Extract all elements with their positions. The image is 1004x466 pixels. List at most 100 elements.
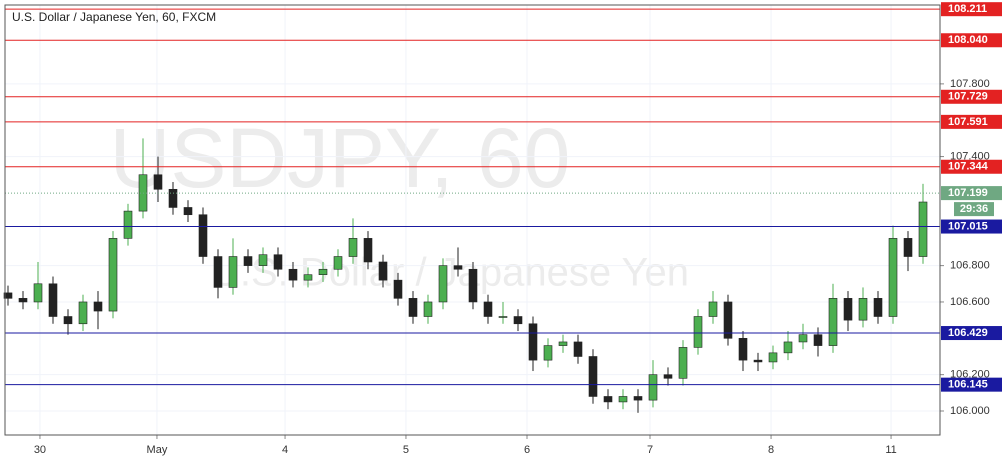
candle-body <box>93 301 103 312</box>
x-tick-label: 6 <box>524 444 530 456</box>
candle-body <box>108 238 118 312</box>
level-label: 107.591 <box>948 116 988 128</box>
candle-body <box>828 298 838 346</box>
plot-border <box>4 4 941 436</box>
candle-body <box>813 334 823 346</box>
candle-body <box>423 301 433 317</box>
candle-body <box>288 268 298 281</box>
candle-body <box>393 279 403 299</box>
level-label-box <box>941 377 1002 392</box>
y-tick-label: 106.800 <box>950 260 990 272</box>
candle-body <box>888 238 898 317</box>
candle-body <box>528 323 538 361</box>
candle-body <box>273 254 283 270</box>
candle-body <box>78 301 88 325</box>
level-label: 107.729 <box>948 91 988 103</box>
x-tick-label: 30 <box>34 444 46 456</box>
candle-body <box>753 359 763 363</box>
level-label: 106.145 <box>948 379 988 391</box>
candle-body <box>18 298 28 303</box>
candle-body <box>513 316 523 325</box>
x-tick-label: 8 <box>768 444 774 456</box>
level-label-box <box>941 159 1002 174</box>
candle-body <box>858 298 868 321</box>
countdown-label: 29:36 <box>960 203 988 215</box>
candle-body <box>213 256 223 288</box>
candle-body <box>843 298 853 321</box>
candle-body <box>228 256 238 288</box>
level-label-box <box>941 2 1002 17</box>
candle-body <box>783 341 793 354</box>
last-price-box <box>941 186 1002 201</box>
candle-body <box>48 283 58 317</box>
level-label: 107.015 <box>948 220 988 232</box>
candle-body <box>378 261 388 281</box>
candle-body <box>903 238 913 257</box>
candle-body <box>483 301 493 317</box>
level-label: 107.344 <box>948 161 989 173</box>
x-tick-label: 7 <box>647 444 653 456</box>
candle-body <box>558 341 568 346</box>
y-tick-label: 106.600 <box>950 296 990 308</box>
candle-body <box>453 265 463 270</box>
candle-body <box>498 316 508 318</box>
candle-body <box>183 207 193 216</box>
candle-body <box>348 238 358 257</box>
y-tick-label: 106.200 <box>950 369 990 381</box>
watermark: USDJPY, 60 <box>110 111 571 205</box>
candle-body <box>3 292 13 299</box>
x-tick-label: 11 <box>885 444 896 456</box>
candle-body <box>573 341 583 357</box>
candle-body <box>798 334 808 343</box>
level-label: 106.429 <box>948 327 988 339</box>
candle-body <box>318 268 328 276</box>
candle-body <box>258 254 268 266</box>
x-tick-label: 5 <box>403 444 409 456</box>
level-label-box <box>941 326 1002 341</box>
candle-body <box>618 396 628 403</box>
candle-body <box>243 256 253 266</box>
candle-body <box>438 265 448 303</box>
candle-body <box>723 301 733 339</box>
candle-body <box>693 316 703 348</box>
candle-body <box>663 374 673 379</box>
x-tick-label: May <box>147 444 168 456</box>
y-tick-label: 107.400 <box>950 150 990 162</box>
chart-title: U.S. Dollar / Japanese Yen, 60, FXCM <box>12 10 216 24</box>
level-label: 108.040 <box>948 34 988 46</box>
candle-body <box>873 298 883 317</box>
candle-body <box>633 396 643 401</box>
candle-body <box>168 188 178 208</box>
candle-body <box>33 283 43 303</box>
candle-body <box>678 347 688 379</box>
x-tick-label: 4 <box>282 444 288 456</box>
y-tick-label: 106.000 <box>950 405 990 417</box>
candle-body <box>768 352 778 363</box>
candle-body <box>333 256 343 270</box>
candle-body <box>63 316 73 325</box>
candle-body <box>738 338 748 361</box>
level-label-box <box>941 89 1002 104</box>
candle-body <box>468 268 478 303</box>
candle-body <box>648 374 658 401</box>
candle-body <box>588 356 598 397</box>
level-label-box <box>941 114 1002 129</box>
level-label-box <box>941 33 1002 48</box>
candle-body <box>153 174 163 190</box>
candle-body <box>123 210 133 239</box>
candle-body <box>198 214 208 257</box>
level-label: 108.211 <box>948 3 987 15</box>
countdown-box <box>954 202 994 217</box>
candle-body <box>303 274 313 281</box>
candle-body <box>603 396 613 403</box>
candle-body <box>543 345 553 361</box>
candle-body <box>363 238 373 263</box>
candle-body <box>708 301 718 317</box>
watermark-subtitle: U.S. Dollar / Japanese Yen <box>211 251 689 295</box>
level-label-box <box>941 219 1002 234</box>
candle-body <box>408 298 418 317</box>
y-tick-label: 107.800 <box>950 78 990 90</box>
candle-body <box>918 201 928 257</box>
